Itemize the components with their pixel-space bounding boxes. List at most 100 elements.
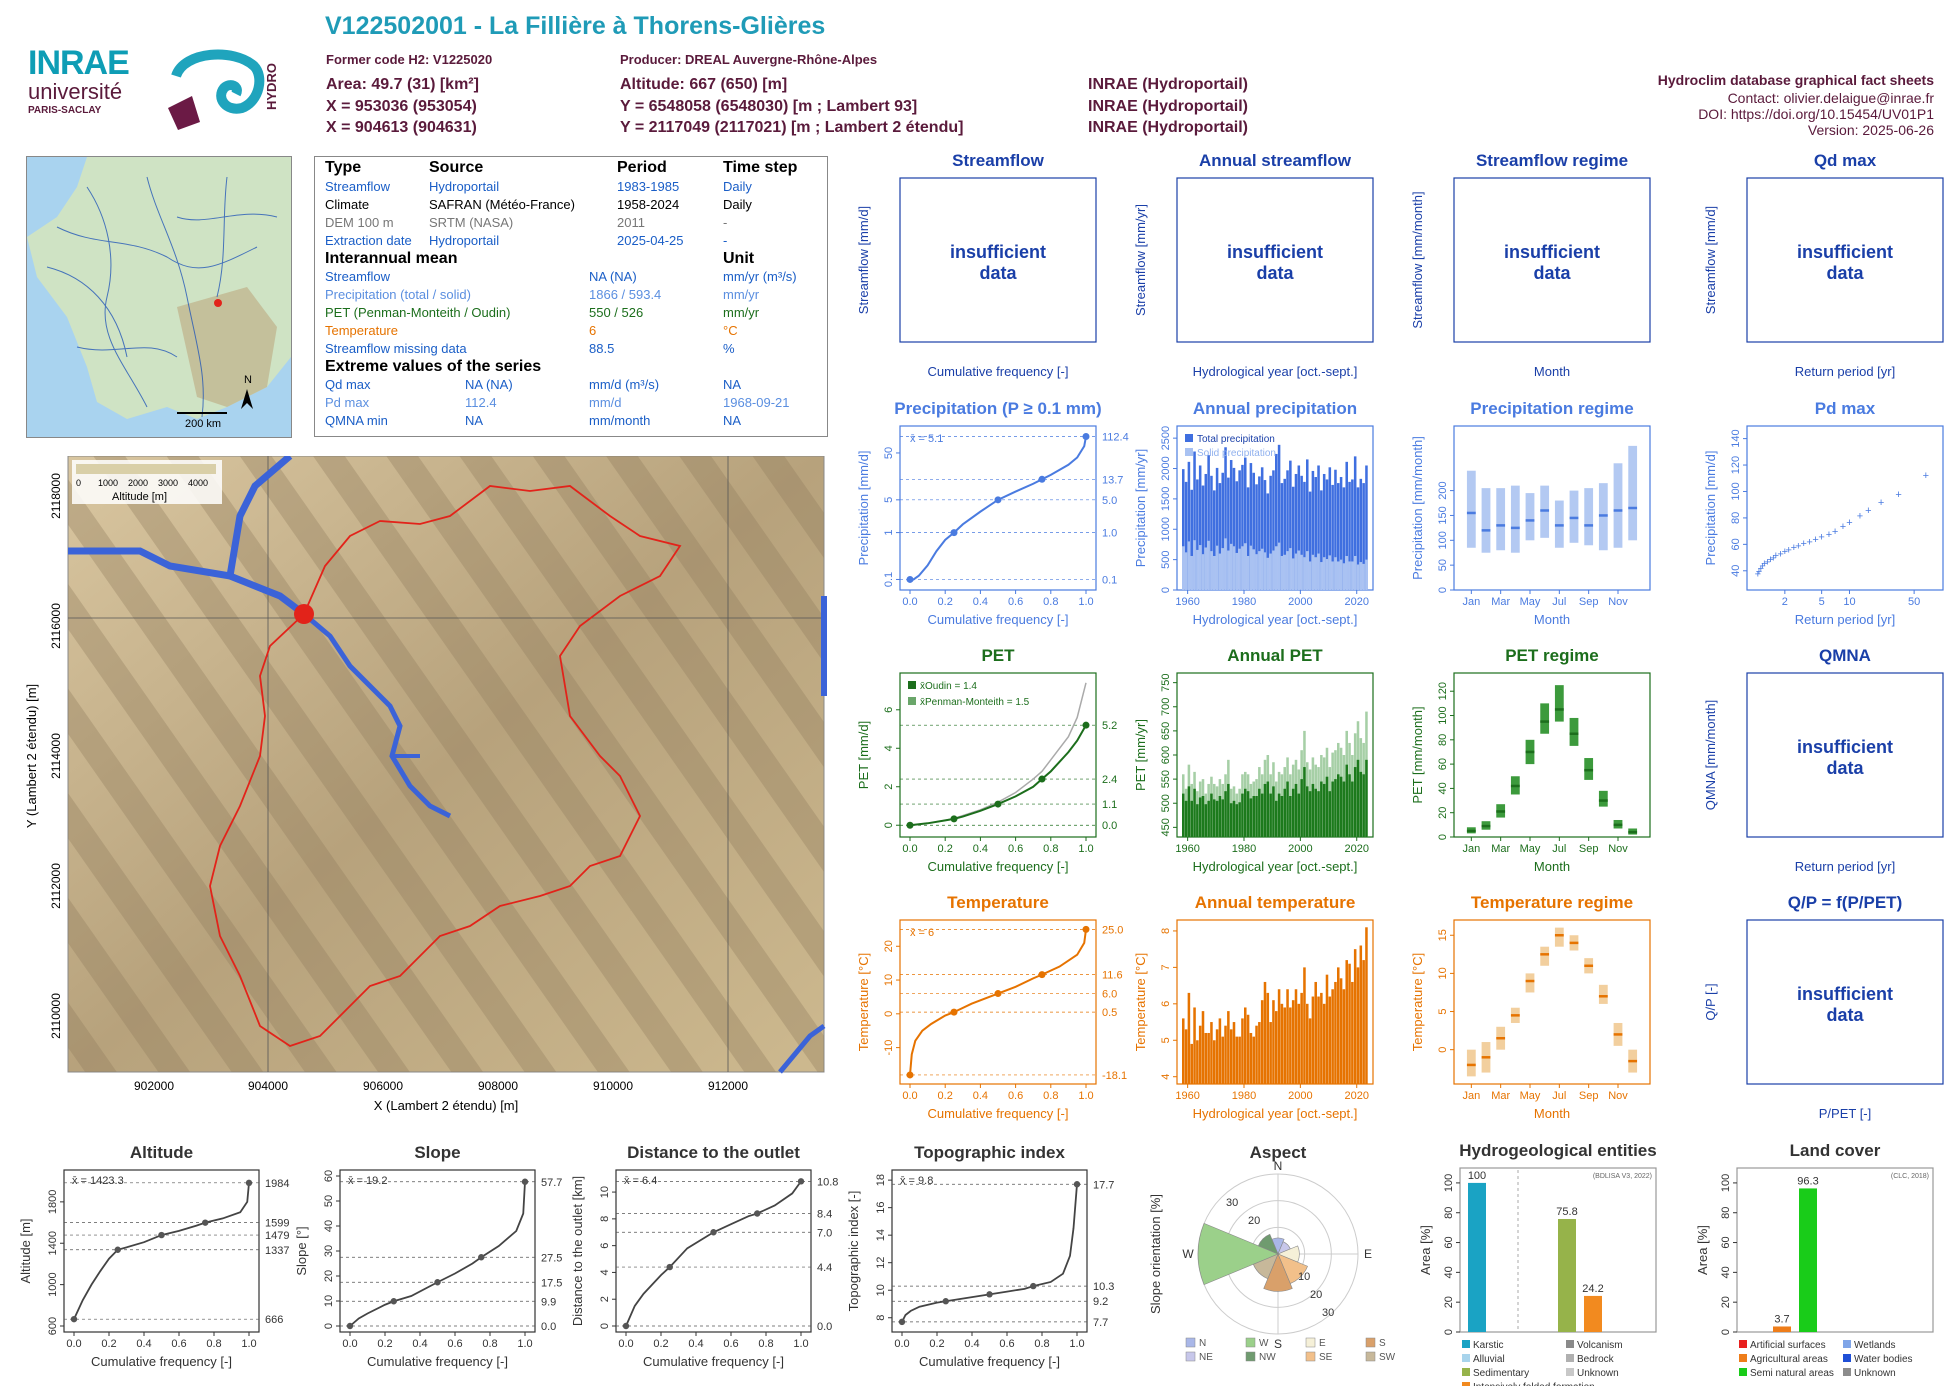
bar-solid	[1210, 551, 1213, 590]
y-tick-label: 30	[323, 1245, 335, 1257]
y-tick-label: 1	[883, 530, 895, 536]
regime-box	[1525, 973, 1535, 993]
x-tick-label: 0.6	[1008, 596, 1023, 608]
aspect-legend-item: S	[1379, 1338, 1386, 1349]
right-tick-label: 10.8	[817, 1176, 838, 1188]
bar	[1334, 981, 1337, 1084]
altitude-chart: Altitude Altitude [m] Cumulative frequency…	[18, 1143, 289, 1369]
contact: Contact: olivier.delaigue@inrae.fr	[1727, 90, 1934, 106]
bar	[1294, 783, 1298, 837]
right-tick-label: 10.3	[1093, 1281, 1114, 1293]
x-tick-label: 0.6	[723, 1338, 738, 1350]
x-tick-label: 0.4	[136, 1338, 151, 1350]
pd_max-title: Pd max	[1815, 399, 1876, 418]
bar-solid	[1249, 545, 1253, 590]
scatter-point: +	[1756, 566, 1762, 578]
bar-solid	[1342, 563, 1346, 590]
bar	[1224, 791, 1227, 837]
y-tick-label: 1400	[47, 1231, 59, 1255]
outlet-marker	[294, 604, 314, 624]
x-tick-label: Sep	[1579, 1090, 1599, 1102]
x-tick-label: Sep	[1579, 596, 1599, 608]
bar	[1320, 781, 1323, 837]
x-tick-label: 0.0	[894, 1338, 909, 1350]
x-tick-label: 0.6	[447, 1338, 462, 1350]
scatter-point: +	[1782, 546, 1788, 558]
hydro-text: HYDRO	[264, 63, 279, 110]
right-tick-label: 1.0	[1102, 528, 1117, 540]
right-tick-label: 112.4	[1102, 431, 1129, 443]
scatter-point: +	[1857, 510, 1863, 522]
svg-text:906000: 906000	[363, 1079, 403, 1093]
aspect-title: Aspect	[1250, 1143, 1307, 1162]
streamflow-status-2: data	[979, 263, 1017, 283]
y-tick-label: 14	[875, 1229, 887, 1241]
area: Area: 49.7 (31) [km²]	[326, 76, 479, 93]
bar	[1241, 1018, 1244, 1084]
bar-solid	[1362, 563, 1365, 590]
x-tick-label: 0.8	[206, 1338, 221, 1350]
streamflow-chart: Streamflow Streamflow [mm/d] Cumulative fr…	[856, 151, 1097, 379]
quantile-marker	[950, 1008, 958, 1016]
bar	[1351, 479, 1354, 590]
right-tick-label: 27.5	[541, 1252, 562, 1264]
bar-solid	[1353, 555, 1357, 590]
bar	[1348, 774, 1351, 837]
quantile-marker	[950, 815, 958, 823]
qmna-ylabel: QMNA [mm/month]	[1703, 700, 1718, 811]
y-tick-label: 20	[1720, 1296, 1732, 1308]
y-tick-label: 5	[1437, 1008, 1449, 1014]
bar	[1260, 793, 1264, 837]
bar	[1283, 478, 1286, 590]
bar	[1314, 981, 1317, 1084]
category-bar	[1558, 1218, 1576, 1332]
bar	[1277, 444, 1281, 590]
bar	[1353, 456, 1357, 590]
svg-text:4000: 4000	[188, 478, 208, 488]
quantile-marker	[521, 1178, 529, 1185]
y-tick-label: 40	[1437, 782, 1449, 794]
bar	[1308, 1018, 1312, 1084]
bar	[1193, 1007, 1196, 1084]
qmna-frame	[1746, 672, 1944, 838]
map-ylabel: Y (Lambert 2 étendu) [m]	[24, 684, 39, 828]
bar	[1207, 800, 1210, 837]
quantile-marker	[710, 1229, 717, 1236]
bar-solid	[1244, 543, 1247, 590]
y-lambert2: Y = 2117049 (2117021) [m ; Lambert 2 éte…	[620, 119, 964, 136]
quantile-marker	[346, 1322, 354, 1330]
regime-box	[1628, 445, 1638, 541]
bar-solid	[1365, 559, 1368, 590]
quantile-marker	[1038, 775, 1046, 783]
bar-solid	[1193, 540, 1196, 590]
y-tick-label: 0.1	[883, 572, 895, 587]
quantile-marker	[245, 1179, 253, 1187]
svg-text:3000: 3000	[158, 478, 178, 488]
distance-xlabel: Cumulative frequency [-]	[643, 1354, 784, 1369]
q_p_pet-xlabel: P/PET [-]	[1819, 1106, 1872, 1121]
quantile-marker	[1073, 1181, 1081, 1188]
qd_max-ylabel: Streamflow [mm/d]	[1703, 206, 1718, 314]
bar	[1359, 945, 1363, 1084]
x-tick-label: Mar	[1491, 843, 1510, 855]
bar	[1235, 1036, 1239, 1084]
legend-item: Agricultural areas	[1750, 1354, 1828, 1365]
bar	[1215, 1029, 1219, 1084]
regime-box	[1584, 488, 1594, 546]
bar-solid	[1258, 551, 1261, 590]
scatter-point: +	[1761, 558, 1767, 570]
regime-box	[1613, 463, 1623, 548]
y-tick-label: 100	[1437, 706, 1449, 724]
bar	[1255, 796, 1258, 837]
bar	[1229, 1029, 1233, 1084]
bar	[1182, 793, 1185, 837]
topo_index-chart: Topographic index Topographic index [-] Cu…	[846, 1143, 1114, 1369]
bar	[1308, 791, 1312, 837]
x-tick-label: Jul	[1552, 1090, 1566, 1102]
y-tick-label: 2000	[1160, 456, 1172, 480]
y-tick-label: 40	[1720, 1266, 1732, 1278]
bar	[1317, 465, 1320, 590]
y-tick-label: 80	[1443, 1207, 1455, 1219]
bar-solid	[1314, 557, 1317, 590]
bar	[1182, 1018, 1185, 1084]
